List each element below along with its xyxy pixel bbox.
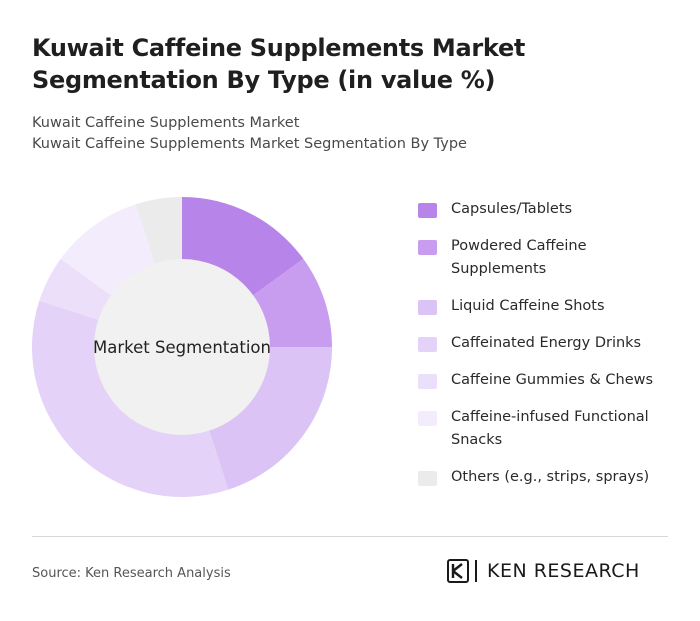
center-label: Market Segmentation <box>93 338 271 357</box>
legend-label: Others (e.g., strips, sprays) <box>451 469 650 485</box>
legend-label: Liquid Caffeine Shots <box>451 298 605 314</box>
legend-item: Capsules/Tablets <box>418 198 680 221</box>
legend-swatch <box>418 300 437 315</box>
legend-item: Powdered Caffeine Supplements <box>418 235 680 281</box>
legend-item: Others (e.g., strips, sprays) <box>418 466 680 489</box>
chart-title: Kuwait Caffeine Supplements Market Segme… <box>32 34 526 94</box>
legend-item: Caffeine-infused Functional Snacks <box>418 406 680 452</box>
ken-research-logo-icon <box>447 559 469 583</box>
logo-divider <box>475 560 477 582</box>
legend-item: Liquid Caffeine Shots <box>418 295 680 318</box>
legend: Capsules/Tablets Powdered Caffeine Supple… <box>418 198 680 503</box>
subtitle-line-2: Kuwait Caffeine Supplements Market Segme… <box>32 136 467 152</box>
legend-label: Caffeinated Energy Drinks <box>451 335 642 351</box>
logo-text: KEN RESEARCH <box>487 560 640 582</box>
legend-swatch <box>418 240 437 255</box>
legend-label: Powdered Caffeine Supplements <box>451 238 587 277</box>
legend-swatch <box>418 411 437 426</box>
brand-logo: KEN RESEARCH <box>447 559 640 583</box>
donut-chart: Market Segmentation <box>31 197 332 497</box>
legend-item: Caffeinated Energy Drinks <box>418 332 680 355</box>
legend-item: Caffeine Gummies & Chews <box>418 369 680 392</box>
legend-label: Caffeine Gummies & Chews <box>451 372 654 388</box>
legend-swatch <box>418 374 437 389</box>
subtitle: Kuwait Caffeine Supplements Market Kuwai… <box>32 113 467 155</box>
subtitle-line-1: Kuwait Caffeine Supplements Market <box>32 115 300 131</box>
legend-swatch <box>418 471 437 486</box>
legend-label: Capsules/Tablets <box>451 201 573 217</box>
legend-swatch <box>418 203 437 218</box>
source-note: Source: Ken Research Analysis <box>32 566 231 581</box>
donut-center <box>94 259 270 435</box>
legend-label: Caffeine-infused Functional Snacks <box>451 409 649 448</box>
footer-divider <box>32 536 668 537</box>
legend-swatch <box>418 337 437 352</box>
